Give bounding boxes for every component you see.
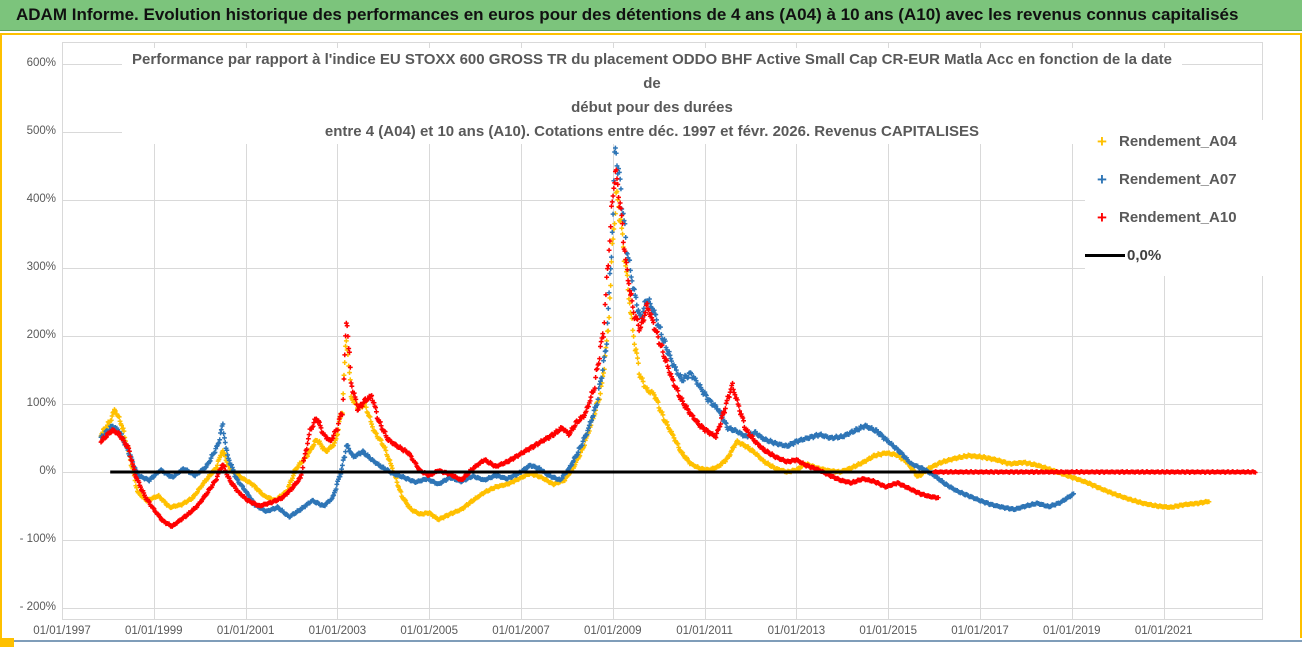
page-title: ADAM Informe. Evolution historique des p… xyxy=(16,5,1239,24)
plus-marker-icon: + xyxy=(1097,169,1107,189)
window-bottom-edge xyxy=(0,638,1302,647)
x-tick-label: 01/01/2021 xyxy=(1134,625,1193,637)
chart-title-line-2: début pour des durées xyxy=(571,99,733,116)
x-tick-label: 01/01/2009 xyxy=(584,625,642,637)
plus-marker-icon: + xyxy=(1097,131,1107,151)
x-tick-label: 01/01/2011 xyxy=(676,625,733,637)
y-tick-label: 300% xyxy=(26,261,56,273)
y-tick-label: 200% xyxy=(26,329,56,341)
x-tick-label: 01/01/2003 xyxy=(308,625,367,637)
chart-title: Performance par rapport à l'indice EU ST… xyxy=(122,48,1182,144)
y-tick-label: - 100% xyxy=(19,533,56,545)
y-tick-label: 500% xyxy=(26,125,56,137)
y-tick-label: 600% xyxy=(26,57,56,69)
window-edge-line xyxy=(14,640,1302,642)
x-tick-label: 01/01/1997 xyxy=(33,625,91,637)
plus-marker-icon: + xyxy=(1097,207,1107,227)
x-tick-label: 01/01/2015 xyxy=(859,625,917,637)
y-tick-label: 0% xyxy=(39,465,56,477)
chart-title-line-3: entre 4 (A04) et 10 ans (A10). Cotations… xyxy=(324,123,980,140)
x-tick-label: 01/01/2019 xyxy=(1043,625,1101,637)
chart-area: Performance par rapport à l'indice EU ST… xyxy=(2,35,1296,637)
chart-object-frame: Performance par rapport à l'indice EU ST… xyxy=(0,33,1302,641)
legend-label: Rendement_A10 xyxy=(1119,208,1237,226)
app-header: ADAM Informe. Evolution historique des p… xyxy=(0,0,1302,31)
legend-label: Rendement_A07 xyxy=(1119,170,1237,188)
gold-corner-block xyxy=(0,638,14,647)
legend-item-zero-line[interactable]: 0,0% xyxy=(1085,236,1263,274)
chart-title-line-1: Performance par rapport à l'indice EU ST… xyxy=(132,51,1172,92)
legend-label: 0,0% xyxy=(1127,246,1162,264)
legend-label: Rendement_A04 xyxy=(1119,132,1237,150)
chart-legend: + Rendement_A04 + Rendement_A07 + Rendem… xyxy=(1085,120,1263,276)
x-tick-label: 01/01/2017 xyxy=(951,625,1009,637)
legend-item-rendement-a10[interactable]: + Rendement_A10 xyxy=(1085,198,1263,236)
x-tick-label: 01/01/1999 xyxy=(125,625,183,637)
zero-line-swatch-icon xyxy=(1085,253,1125,257)
y-tick-label: - 200% xyxy=(19,601,56,613)
y-tick-label: 100% xyxy=(26,397,56,409)
x-tick-label: 01/01/2005 xyxy=(400,625,458,637)
legend-item-rendement-a07[interactable]: + Rendement_A07 xyxy=(1085,160,1263,198)
x-tick-label: 01/01/2013 xyxy=(767,625,826,637)
legend-item-rendement-a04[interactable]: + Rendement_A04 xyxy=(1085,122,1263,160)
x-tick-label: 01/01/2001 xyxy=(216,625,275,637)
x-tick-label: 01/01/2007 xyxy=(492,625,550,637)
y-tick-label: 400% xyxy=(26,193,56,205)
